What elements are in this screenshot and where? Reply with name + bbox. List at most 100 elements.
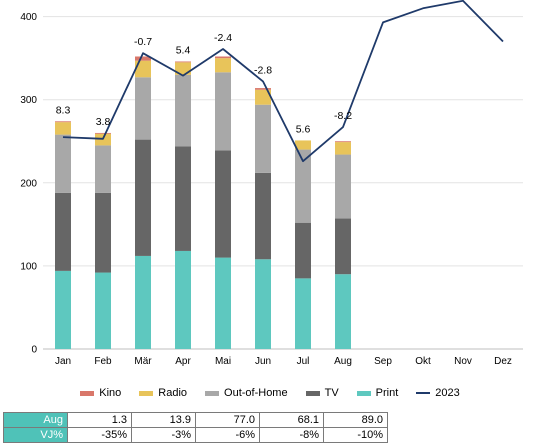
stacked-bars bbox=[55, 56, 351, 349]
bar-segment-print bbox=[175, 250, 191, 349]
x-tick-label: Nov bbox=[454, 356, 472, 367]
bar-segment-out-of-home bbox=[55, 134, 71, 193]
legend-item-print: Print bbox=[356, 387, 399, 399]
bar-segment-out-of-home bbox=[335, 154, 351, 219]
bar-segment-kino bbox=[175, 61, 191, 63]
line-2023 bbox=[62, 0, 504, 163]
data-label: -0.7 bbox=[134, 36, 152, 48]
x-tick-label: Apr bbox=[175, 356, 191, 367]
media-spend-chart: 0 100 200 300 400 8.3 3.8 -0.7 5.4 -2.4 -2.8 5.6 -8… bbox=[20, 0, 523, 367]
bar-segment-out-of-home bbox=[95, 145, 111, 193]
bar-segment-kino bbox=[95, 132, 111, 134]
bar-segment-print bbox=[255, 259, 271, 349]
data-label: 3.8 bbox=[96, 116, 111, 128]
x-tick-label: Jan bbox=[55, 356, 71, 367]
bar-segment-tv bbox=[215, 150, 231, 258]
x-tick-label: Dez bbox=[494, 356, 512, 367]
bar-segment-kino bbox=[55, 121, 71, 123]
legend-item-tv: TV bbox=[305, 387, 339, 399]
table-cell: -35% bbox=[67, 427, 132, 443]
x-tick-label: Okt bbox=[415, 356, 431, 367]
table-row-vj: VJ% -35% -3% -6% -8% -10% bbox=[3, 427, 388, 443]
row-head-vj: VJ% bbox=[3, 427, 68, 443]
y-tick-label: 400 bbox=[20, 12, 37, 23]
bar-segment-print bbox=[135, 255, 151, 349]
legend-item-kino: Kino bbox=[80, 387, 121, 399]
x-tick-label: Mär bbox=[134, 356, 152, 367]
bar-segment-kino bbox=[255, 88, 271, 90]
bar-segment-radio bbox=[175, 62, 191, 75]
legend-swatch-print bbox=[356, 390, 371, 396]
table-cell: 89.0 bbox=[323, 412, 388, 428]
x-tick-label: Feb bbox=[94, 356, 112, 367]
table-cell: -6% bbox=[195, 427, 260, 443]
bar-segment-out-of-home bbox=[295, 149, 311, 223]
data-label: 5.4 bbox=[176, 44, 191, 56]
y-tick-label: 100 bbox=[20, 261, 37, 272]
y-axis-ticks: 0 100 200 300 400 bbox=[20, 12, 37, 355]
bar-segment-out-of-home bbox=[215, 72, 231, 151]
table-cell: -10% bbox=[323, 427, 388, 443]
data-labels: 8.3 3.8 -0.7 5.4 -2.4 -2.8 5.6 -8.2 bbox=[56, 32, 353, 135]
legend-swatch-out-of-home bbox=[205, 390, 220, 396]
bar-segment-kino bbox=[135, 56, 151, 61]
summary-table: Aug 1.3 13.9 77.0 68.1 89.0 VJ% -35% -3%… bbox=[3, 412, 388, 443]
bar-segment-tv bbox=[55, 192, 71, 271]
table-cell: 77.0 bbox=[195, 412, 260, 428]
bar-segment-tv bbox=[135, 139, 151, 256]
bar-segment-print bbox=[95, 272, 111, 349]
bar-segment-out-of-home bbox=[175, 74, 191, 147]
bar-segment-print bbox=[295, 278, 311, 349]
data-label: 8.3 bbox=[56, 104, 71, 116]
bar-segment-radio bbox=[215, 58, 231, 73]
table-cell: 1.3 bbox=[67, 412, 132, 428]
bar-segment-tv bbox=[95, 192, 111, 273]
bar-segment-tv bbox=[295, 222, 311, 279]
legend-item-2023: 2023 bbox=[416, 387, 460, 399]
data-label: -2.8 bbox=[254, 64, 272, 76]
legend-label-tv: TV bbox=[324, 387, 339, 399]
bar-segment-radio bbox=[135, 60, 151, 78]
x-axis-ticks: Jan Feb Mär Apr Mai Jun Jul Aug Sep Okt Nov Dez bbox=[55, 356, 512, 367]
bar-segment-tv bbox=[335, 218, 351, 275]
legend-label-print: Print bbox=[375, 387, 399, 399]
chart-legend: Kino Radio Out-of-Home TV Print 2023 bbox=[0, 385, 540, 401]
bar-segment-radio bbox=[255, 89, 271, 105]
bar-segment-kino bbox=[215, 56, 231, 59]
bar-segment-radio bbox=[55, 122, 71, 135]
data-label: -2.4 bbox=[214, 32, 232, 44]
x-tick-label: Jul bbox=[297, 356, 310, 367]
x-tick-label: Jun bbox=[255, 356, 271, 367]
y-tick-label: 300 bbox=[20, 95, 37, 106]
x-tick-label: Mai bbox=[215, 356, 231, 367]
bar-segment-print bbox=[215, 257, 231, 349]
line-series-2023 bbox=[62, 0, 504, 163]
y-tick-label: 200 bbox=[20, 178, 37, 189]
legend-swatch-tv bbox=[305, 390, 320, 396]
table-cell: 13.9 bbox=[131, 412, 196, 428]
legend-label-2023: 2023 bbox=[435, 387, 460, 399]
bar-segment-tv bbox=[255, 172, 271, 260]
bar-segment-out-of-home bbox=[135, 77, 151, 140]
legend-swatch-2023 bbox=[416, 392, 431, 394]
legend-label-kino: Kino bbox=[99, 387, 122, 399]
table-cell: 68.1 bbox=[259, 412, 324, 428]
data-label: 5.6 bbox=[296, 123, 311, 135]
bar-segment-out-of-home bbox=[255, 104, 271, 173]
legend-item-radio: Radio bbox=[139, 387, 187, 399]
legend-label-out-of-home: Out-of-Home bbox=[224, 387, 288, 399]
table-row-aug: Aug 1.3 13.9 77.0 68.1 89.0 bbox=[3, 412, 388, 428]
legend-item-out-of-home: Out-of-Home bbox=[205, 387, 288, 399]
y-tick-label: 0 bbox=[31, 345, 37, 356]
bar-segment-kino bbox=[335, 141, 351, 143]
bar-segment-radio bbox=[335, 142, 351, 155]
bar-segment-print bbox=[55, 270, 71, 349]
x-tick-label: Sep bbox=[374, 356, 392, 367]
legend-swatch-kino bbox=[80, 390, 95, 396]
legend-label-radio: Radio bbox=[158, 387, 188, 399]
table-cell: -8% bbox=[259, 427, 324, 443]
bar-segment-radio bbox=[295, 140, 311, 150]
bar-segment-print bbox=[335, 274, 351, 349]
gridlines bbox=[43, 16, 523, 350]
bar-segment-tv bbox=[175, 146, 191, 251]
